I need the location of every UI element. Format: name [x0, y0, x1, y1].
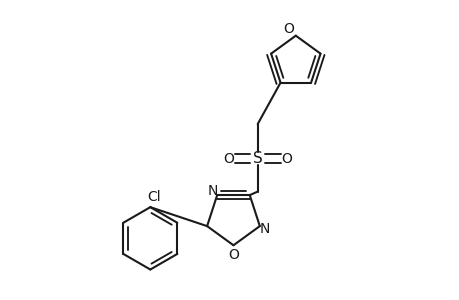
Text: O: O [228, 248, 238, 262]
Text: N: N [259, 222, 269, 236]
Text: S: S [252, 151, 262, 166]
Text: O: O [281, 152, 292, 166]
Text: Cl: Cl [147, 190, 161, 204]
Text: O: O [222, 152, 233, 166]
Text: O: O [282, 22, 293, 37]
Text: N: N [207, 184, 218, 198]
